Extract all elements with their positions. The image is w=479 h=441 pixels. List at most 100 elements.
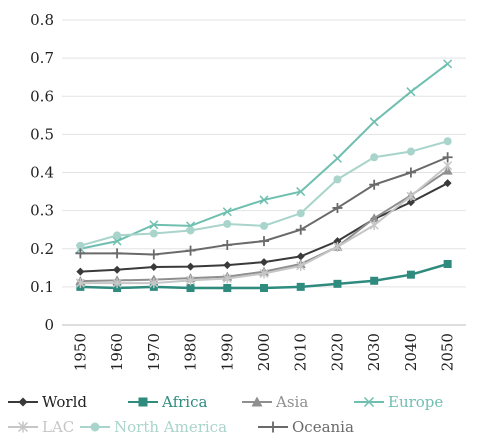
x-tick-label: 2000 — [255, 333, 273, 371]
data-point — [296, 252, 305, 261]
data-point — [369, 213, 380, 223]
data-point — [296, 282, 305, 291]
x-tick-label: 1980 — [182, 333, 200, 371]
y-axis: 0 0.1 0.2 0.3 0.4 0.5 0.6 0.7 0.8 — [30, 11, 54, 334]
legend-item-asia: Asia — [242, 393, 308, 411]
y-tick-label: 0.1 — [30, 278, 54, 296]
data-point — [259, 195, 269, 205]
data-point — [370, 153, 379, 162]
x-tick-label: 2010 — [292, 333, 310, 371]
legend-label: Asia — [275, 393, 308, 411]
x-tick-label: 2040 — [402, 333, 420, 371]
y-tick-label: 0.2 — [30, 240, 54, 258]
data-point — [363, 396, 375, 408]
x-tick-label: 2050 — [439, 333, 457, 371]
data-point — [443, 160, 453, 171]
y-tick-label: 0.4 — [30, 164, 54, 182]
legend-item-oceania: Oceania — [258, 418, 354, 436]
data-point — [185, 245, 196, 256]
data-point — [90, 422, 100, 432]
data-point — [75, 248, 86, 259]
series-oceania — [75, 152, 453, 260]
data-point — [260, 284, 268, 293]
data-point — [405, 167, 416, 178]
data-point — [267, 421, 279, 433]
series-line — [80, 140, 448, 247]
legend-label: Africa — [161, 393, 207, 411]
data-point — [186, 262, 195, 271]
data-point — [222, 207, 232, 217]
legend-item-africa: Africa — [128, 393, 207, 411]
y-tick-label: 0.7 — [30, 49, 54, 67]
x-tick-label: 1990 — [218, 333, 236, 371]
data-point — [296, 209, 305, 218]
data-point — [138, 397, 148, 407]
x-tick-label: 2020 — [328, 333, 346, 371]
data-point — [370, 276, 379, 285]
data-point — [223, 219, 232, 228]
series-line — [80, 63, 449, 250]
data-point — [406, 191, 416, 202]
legend: World Africa Asia Europe LAC North America Oce… — [8, 393, 443, 436]
data-point — [186, 275, 196, 286]
data-point — [333, 279, 342, 288]
data-point — [296, 187, 306, 197]
series-lac — [75, 160, 453, 289]
data-point — [148, 249, 159, 260]
legend-label: World — [42, 393, 87, 411]
data-point — [222, 273, 232, 284]
legend-item-europe: Europe — [354, 393, 443, 411]
series-group — [75, 59, 453, 293]
series-europe — [75, 59, 453, 254]
data-point — [76, 241, 85, 250]
data-point — [149, 220, 159, 230]
data-point — [112, 248, 123, 259]
data-point — [259, 236, 269, 247]
y-tick-label: 0.8 — [30, 11, 54, 29]
data-point — [113, 231, 122, 240]
data-point — [112, 236, 122, 246]
data-point — [333, 175, 342, 184]
data-point — [112, 278, 122, 289]
data-point — [223, 261, 232, 270]
data-point — [332, 202, 343, 213]
data-point — [75, 278, 85, 289]
y-tick-label: 0.3 — [30, 202, 54, 220]
legend-label: Europe — [388, 393, 443, 411]
data-point — [149, 263, 158, 272]
data-point — [332, 241, 342, 252]
data-point — [113, 265, 122, 274]
legend-item-lac: LAC — [8, 418, 74, 436]
data-point — [186, 284, 195, 293]
legend-label: North America — [114, 418, 227, 436]
x-tick-label: 1950 — [71, 333, 89, 371]
legend-label: Oceania — [292, 418, 354, 436]
data-point — [406, 147, 415, 156]
data-point — [443, 59, 453, 69]
data-point — [251, 396, 263, 407]
data-point — [295, 224, 306, 235]
x-tick-label: 1970 — [145, 333, 163, 371]
legend-item-north-america: North America — [80, 418, 227, 436]
data-point — [17, 421, 29, 433]
data-point — [259, 268, 269, 279]
data-point — [442, 152, 453, 163]
x-tick-label: 1960 — [108, 333, 126, 371]
data-point — [332, 153, 342, 163]
data-point — [443, 179, 452, 188]
data-point — [406, 87, 416, 97]
y-tick-label: 0.5 — [30, 125, 54, 143]
data-point — [186, 226, 195, 235]
data-point — [222, 239, 233, 250]
data-point — [18, 397, 28, 407]
y-tick-label: 0.6 — [30, 87, 54, 105]
data-point — [76, 267, 85, 276]
y-tick-label: 0 — [44, 316, 54, 334]
data-point — [443, 260, 452, 268]
data-point — [369, 220, 379, 231]
x-tick-label: 2030 — [365, 333, 383, 371]
x-axis: 1950 1960 1970 1980 1990 2000 2010 2020 2030 2040… — [71, 333, 456, 371]
data-point — [296, 260, 306, 271]
data-point — [443, 137, 452, 146]
